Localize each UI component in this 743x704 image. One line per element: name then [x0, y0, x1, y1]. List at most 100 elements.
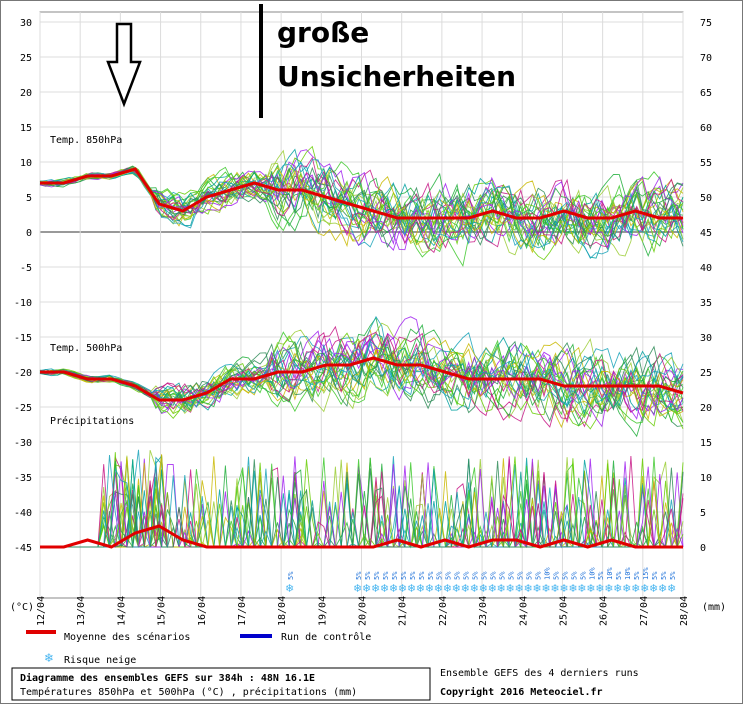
- snow-percent-label: 15%: [642, 567, 650, 580]
- mean-lines: [40, 167, 684, 549]
- panel-label-precip: Précipitations: [50, 415, 134, 427]
- x-tick-label: 14/04: [116, 596, 127, 626]
- snow-percent-label: 5%: [508, 571, 516, 580]
- snow-percent-label: 5%: [481, 571, 489, 580]
- x-tick-label: 24/04: [518, 596, 529, 626]
- snow-percent-label: 5%: [287, 571, 295, 580]
- snow-percent-label: 5%: [597, 571, 605, 580]
- snowflake-icon: ❄: [371, 582, 380, 595]
- x-tick-label: 17/04: [237, 596, 248, 626]
- x-tick-label: 28/04: [679, 596, 690, 626]
- snowflake-icon: ❄: [532, 582, 541, 595]
- x-tick-label: 19/04: [317, 596, 328, 626]
- snow-percent-label: 5%: [552, 571, 560, 580]
- left-tick-label: -30: [14, 438, 32, 449]
- annotation-line1: große: [277, 16, 369, 49]
- right-tick-label: 40: [700, 263, 712, 274]
- snowflake-icon: ❄: [416, 582, 425, 595]
- legend: Moyenne des scénarios Run de contrôle ❄ …: [26, 630, 371, 666]
- snow-percent-label: 5%: [454, 571, 462, 580]
- left-tick-label: 20: [20, 88, 32, 99]
- panel-label-t500: Temp. 500hPa: [50, 343, 122, 354]
- snowflake-icon: ❄: [613, 582, 622, 595]
- snowflake-icon: ❄: [434, 582, 443, 595]
- snowflake-icon: ❄: [595, 582, 604, 595]
- snowflake-icon: ❄: [506, 582, 515, 595]
- x-tick-label: 16/04: [197, 596, 208, 626]
- snowflake-icon: ❄: [398, 582, 407, 595]
- member-line-t500: [39, 335, 684, 415]
- snow-percent-label: 10%: [543, 567, 551, 580]
- snow-percent-label: 5%: [400, 571, 408, 580]
- footer-box: [11, 667, 431, 701]
- snow-percent-label: 5%: [633, 571, 641, 580]
- snowflake-icon: ❄: [407, 582, 416, 595]
- snowflake-icon: ❄: [44, 651, 54, 665]
- snowflake-icon: ❄: [604, 582, 613, 595]
- snow-percent-label: 5%: [615, 571, 623, 580]
- mean-line-t850: [40, 167, 683, 220]
- snow-percent-label: 5%: [561, 571, 569, 580]
- legend-control-label: Run de contrôle: [281, 631, 371, 643]
- right-tick-label: 10: [700, 473, 712, 484]
- left-tick-label: -15: [14, 333, 32, 344]
- x-axis: 12/04 13/04 14/04 15/04 16/04 17/04 18/04 19/04…: [36, 596, 690, 626]
- left-tick-label: 25: [20, 53, 32, 64]
- snow-percent-label: 5%: [490, 571, 498, 580]
- snowflake-icon: ❄: [577, 582, 586, 595]
- x-tick-label: 20/04: [358, 596, 369, 626]
- member-line-t500: [39, 340, 684, 422]
- snow-percent-label: 5%: [373, 571, 381, 580]
- x-tick-label: 25/04: [558, 596, 569, 626]
- right-axis-unit: (mm): [702, 602, 726, 613]
- left-tick-label: -5: [20, 263, 32, 274]
- snow-percent-label: 5%: [669, 571, 677, 580]
- snowflake-icon: ❄: [523, 582, 532, 595]
- x-tick-label: 18/04: [277, 596, 288, 626]
- footer-ensemble: Ensemble GEFS des 4 derniers runs: [440, 668, 639, 679]
- snow-percent-label: 5%: [409, 571, 417, 580]
- x-tick-label: 15/04: [157, 596, 168, 626]
- left-tick-label: -40: [14, 508, 32, 519]
- snow-percent-label: 5%: [534, 571, 542, 580]
- right-tick-label: 0: [700, 543, 706, 554]
- right-tick-label: 45: [700, 228, 712, 239]
- left-tick-label: -25: [14, 403, 32, 414]
- right-tick-label: 70: [700, 53, 712, 64]
- x-tick-label: 13/04: [76, 596, 87, 626]
- snow-percent-label: 5%: [382, 571, 390, 580]
- snowflake-icon: ❄: [640, 582, 649, 595]
- snowflake-icon: ❄: [559, 582, 568, 595]
- footer-subtitle: Températures 850hPa et 500hPa (°C) , pré…: [20, 686, 357, 698]
- right-tick-label: 5: [700, 508, 706, 519]
- snowflake-icon: ❄: [362, 582, 371, 595]
- snowflake-icon: ❄: [389, 582, 398, 595]
- snowflake-icon: ❄: [443, 582, 452, 595]
- snowflake-icon: ❄: [667, 582, 676, 595]
- snowflake-icon: ❄: [586, 582, 595, 595]
- left-tick-label: 5: [26, 193, 32, 204]
- snow-percent-label: 5%: [463, 571, 471, 580]
- member-line-t850: [39, 170, 684, 244]
- snow-percent-label: 5%: [525, 571, 533, 580]
- snowflake-icon: ❄: [568, 582, 577, 595]
- snowflake-icon: ❄: [631, 582, 640, 595]
- snow-percent-label: 5%: [355, 571, 363, 580]
- left-tick-label: -10: [14, 298, 32, 309]
- x-tick-label: 23/04: [478, 596, 489, 626]
- snowflake-icon: ❄: [514, 582, 523, 595]
- panel-label-t850: Temp. 850hPa: [50, 135, 122, 146]
- annotation-line2: Unsicherheiten: [277, 60, 516, 93]
- x-tick-label: 26/04: [599, 596, 610, 626]
- snowflake-icon: ❄: [380, 582, 389, 595]
- left-tick-label: -20: [14, 368, 32, 379]
- snow-percent-label: 5%: [499, 571, 507, 580]
- right-tick-label: 75: [700, 18, 712, 29]
- right-tick-label: 15: [700, 438, 712, 449]
- snow-risk-markers: 5%❄5%❄5%❄5%❄5%❄5%❄5%❄5%❄5%❄5%❄5%❄5%❄5%❄5…: [285, 567, 677, 595]
- right-tick-label: 20: [700, 403, 712, 414]
- legend-mean-label: Moyenne des scénarios: [64, 631, 190, 643]
- snow-percent-label: 10%: [624, 567, 632, 580]
